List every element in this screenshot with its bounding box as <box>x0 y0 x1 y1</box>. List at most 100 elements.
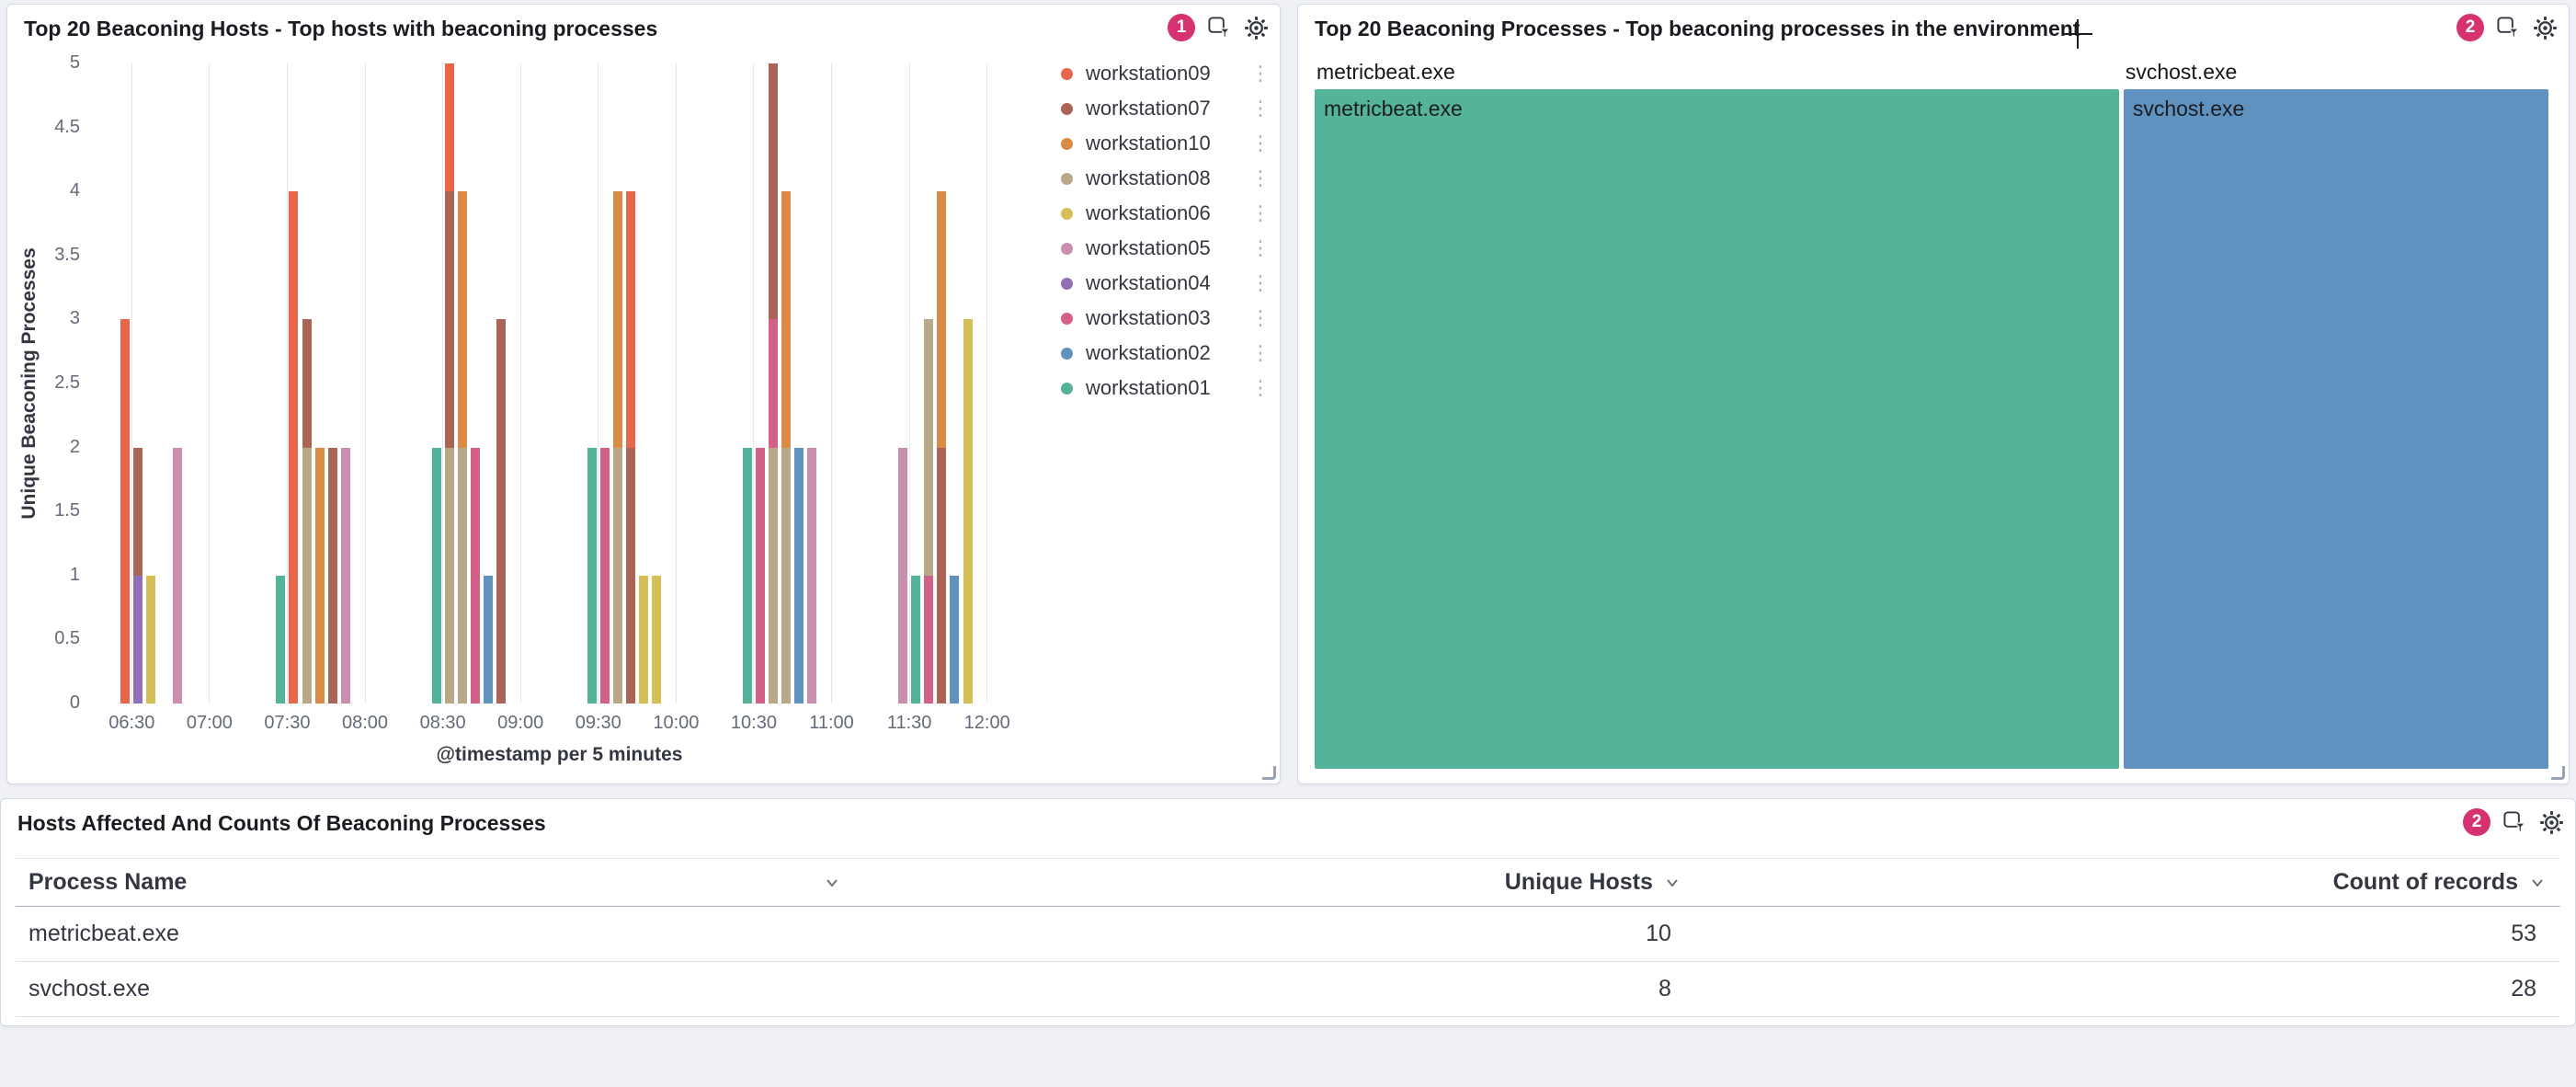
bar-segment[interactable] <box>625 191 635 448</box>
table-row[interactable]: metricbeat.exe 10 53 <box>16 907 2560 962</box>
bar-segment[interactable] <box>470 447 480 704</box>
bar-segment[interactable] <box>950 575 960 704</box>
bar-segment[interactable] <box>146 575 156 704</box>
bar-segment[interactable] <box>133 575 143 704</box>
legend-actions-icon[interactable]: ⋮ <box>1250 341 1271 364</box>
bar-segment[interactable] <box>587 447 597 704</box>
legend-item[interactable]: workstation07 ⋮ <box>1061 91 1276 126</box>
bar-segment[interactable] <box>781 191 792 448</box>
legend-item[interactable]: workstation09 ⋮ <box>1061 56 1276 91</box>
table-row[interactable]: svchost.exe 8 28 <box>16 962 2560 1017</box>
legend-item[interactable]: workstation05 ⋮ <box>1061 231 1276 266</box>
legend-item[interactable]: workstation01 ⋮ <box>1061 371 1276 406</box>
legend-actions-icon[interactable]: ⋮ <box>1250 271 1271 294</box>
legend-actions-icon[interactable]: ⋮ <box>1250 97 1271 120</box>
panel-filters-icon[interactable] <box>2496 16 2521 40</box>
treemap-group: svchost.exe svchost.exe <box>2123 58 2548 769</box>
x-axis-tick-label: 08:30 <box>419 713 466 733</box>
bar-segment[interactable] <box>781 447 792 704</box>
legend-actions-icon[interactable]: ⋮ <box>1250 62 1271 85</box>
chart-legend: workstation09 ⋮ workstation07 ⋮ workstation1… <box>1061 56 1276 406</box>
bar-segment[interactable] <box>457 191 467 448</box>
panel-settings-gear-icon[interactable] <box>2533 16 2558 40</box>
bar-segment[interactable] <box>755 447 765 704</box>
x-gridline <box>908 63 910 704</box>
bar-segment[interactable] <box>133 447 143 576</box>
bar-segment[interactable] <box>340 447 350 704</box>
bar-segment[interactable] <box>612 191 622 448</box>
x-axis-tick-label: 07:00 <box>186 713 233 733</box>
column-header-unique-hosts[interactable]: Unique Hosts <box>855 859 1694 907</box>
bar-segment[interactable] <box>599 447 610 704</box>
bar-segment[interactable] <box>431 447 441 704</box>
panel-actions: 1 <box>1168 14 1269 41</box>
panel-filters-icon[interactable] <box>1207 16 1232 40</box>
panel-filter-count-badge[interactable]: 2 <box>2463 808 2491 836</box>
panel-settings-gear-icon[interactable] <box>1244 16 1269 40</box>
panel-title[interactable]: Hosts Affected And Counts Of Beaconing P… <box>17 811 546 835</box>
legend-item[interactable]: workstation10 ⋮ <box>1061 126 1276 161</box>
bar-segment[interactable] <box>794 447 804 704</box>
bar-segment[interactable] <box>314 447 325 704</box>
panel-resize-handle[interactable] <box>2551 766 2565 780</box>
cell-count-of-records: 28 <box>2511 976 2536 1001</box>
bar-segment[interactable] <box>639 575 649 704</box>
panel-beaconing-processes: Top 20 Beaconing Processes - Top beaconi… <box>1297 4 2570 784</box>
x-axis-tick-label: 10:00 <box>653 713 700 733</box>
bar-segment[interactable] <box>457 447 467 704</box>
bar-segment[interactable] <box>963 319 973 704</box>
bar-segment[interactable] <box>937 191 947 448</box>
treemap-rect[interactable]: svchost.exe <box>2123 89 2548 769</box>
panel-title[interactable]: Top 20 Beaconing Processes - Top beaconi… <box>1315 17 2080 40</box>
bar-segment[interactable] <box>444 191 454 448</box>
bar-segment[interactable] <box>289 191 299 704</box>
bar-segment[interactable] <box>276 575 286 704</box>
bar-segment[interactable] <box>444 447 454 704</box>
legend-item[interactable]: workstation06 ⋮ <box>1061 196 1276 231</box>
bar-segment[interactable] <box>302 447 312 704</box>
panel-settings-gear-icon[interactable] <box>2539 810 2564 835</box>
bar-segment[interactable] <box>924 319 934 576</box>
bar-segment[interactable] <box>444 63 454 192</box>
bar-segment[interactable] <box>924 575 934 704</box>
panel-resize-handle[interactable] <box>1262 766 1276 780</box>
bar-segment[interactable] <box>937 447 947 704</box>
column-header-process-name[interactable]: Process Name <box>16 859 855 907</box>
chevron-down-icon <box>2532 878 2543 887</box>
bar-segment[interactable] <box>172 447 182 704</box>
bar-segment[interactable] <box>898 447 908 704</box>
legend-item[interactable]: workstation04 ⋮ <box>1061 266 1276 301</box>
panel-filter-count-badge[interactable]: 1 <box>1168 14 1195 41</box>
bar-segment[interactable] <box>483 575 493 704</box>
bar-segment[interactable] <box>496 319 506 704</box>
column-header-count-of-records[interactable]: Count of records <box>1695 859 2560 907</box>
legend-actions-icon[interactable]: ⋮ <box>1250 132 1271 154</box>
legend-color-dot <box>1061 67 1073 80</box>
panel-title[interactable]: Top 20 Beaconing Hosts - Top hosts with … <box>24 17 658 40</box>
bar-segment[interactable] <box>807 447 817 704</box>
bar-segment[interactable] <box>769 63 779 320</box>
bar-segment[interactable] <box>769 319 779 448</box>
bar-segment[interactable] <box>769 447 779 704</box>
legend-actions-icon[interactable]: ⋮ <box>1250 166 1271 189</box>
bar-segment[interactable] <box>625 447 635 704</box>
panel-filter-count-badge[interactable]: 2 <box>2456 14 2484 41</box>
bar-segment[interactable] <box>120 319 131 704</box>
bar-segment[interactable] <box>327 447 337 704</box>
treemap-rect[interactable]: metricbeat.exe <box>1315 89 2119 769</box>
panel-actions: 2 <box>2463 808 2564 836</box>
legend-item[interactable]: workstation08 ⋮ <box>1061 161 1276 196</box>
x-axis-tick-label: 12:00 <box>963 713 1010 733</box>
bar-segment[interactable] <box>612 447 622 704</box>
legend-actions-icon[interactable]: ⋮ <box>1250 236 1271 259</box>
bar-segment[interactable] <box>652 575 662 704</box>
panel-filters-icon[interactable] <box>2502 810 2527 835</box>
bar-segment[interactable] <box>911 575 921 704</box>
legend-actions-icon[interactable]: ⋮ <box>1250 201 1271 224</box>
legend-item[interactable]: workstation02 ⋮ <box>1061 336 1276 371</box>
legend-item[interactable]: workstation03 ⋮ <box>1061 301 1276 336</box>
bar-segment[interactable] <box>302 319 312 448</box>
legend-actions-icon[interactable]: ⋮ <box>1250 376 1271 399</box>
bar-segment[interactable] <box>742 447 752 704</box>
legend-actions-icon[interactable]: ⋮ <box>1250 306 1271 329</box>
